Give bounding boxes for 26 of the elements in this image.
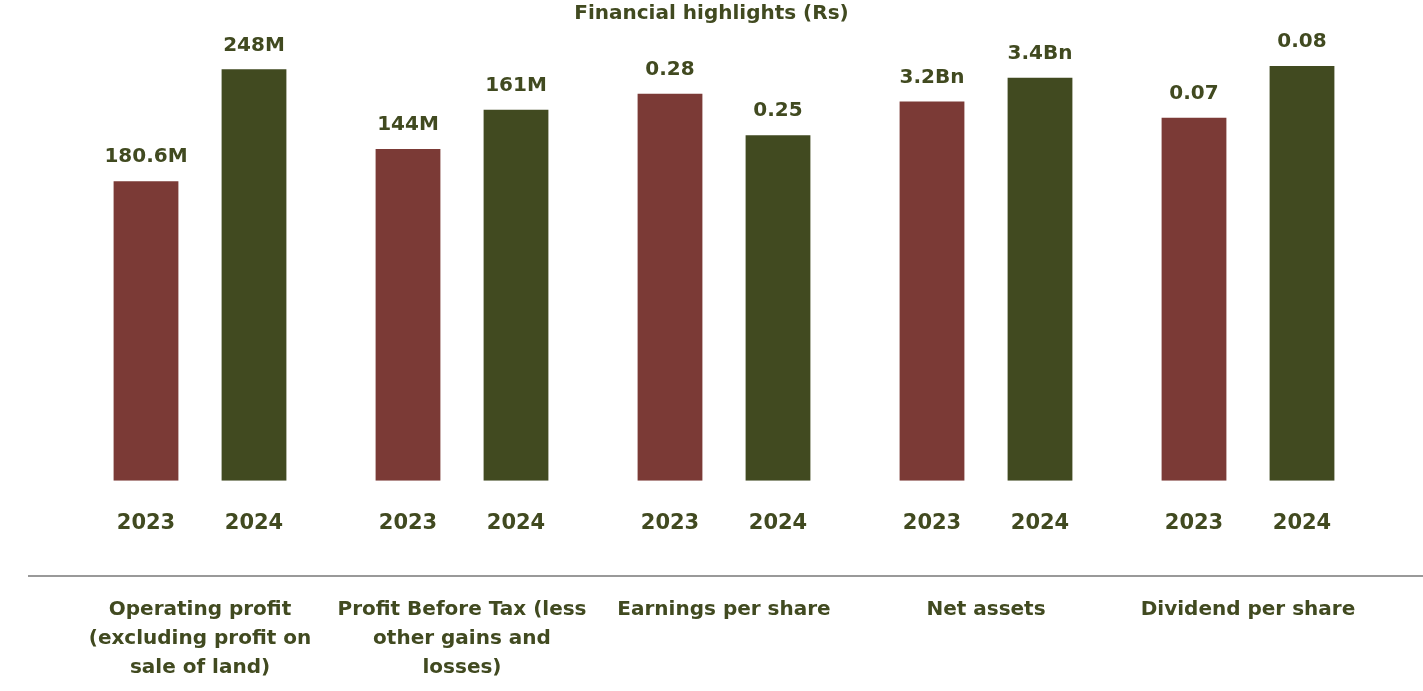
- x-tick-label: 2024: [224, 509, 284, 534]
- data-label: 3.4Bn: [1007, 40, 1073, 65]
- x-axis-title: Profit Before Tax (less other gains and losses): [336, 595, 588, 680]
- x-axis-title: Operating profit (excluding profit on sale of land): [87, 595, 313, 680]
- x-axis-title: Dividend per share: [1139, 595, 1357, 622]
- x-tick-label: 2024: [1010, 509, 1070, 534]
- x-axis-title: Net assets: [925, 595, 1047, 622]
- x-tick-label: 2023: [902, 509, 962, 534]
- text: Financial highlights (Rs): [573, 0, 850, 24]
- x-tick-label: 2023: [378, 509, 438, 534]
- data-label: 161M: [485, 71, 547, 96]
- data-label: 0.28: [645, 55, 695, 80]
- data-label: 0.25: [753, 97, 803, 122]
- x-tick-label: 2023: [640, 509, 700, 534]
- x-axis-title: Earnings per share: [616, 595, 832, 622]
- x-tick-label: 2023: [116, 509, 176, 534]
- data-label: 144M: [377, 111, 439, 136]
- data-label: 0.08: [1277, 28, 1327, 53]
- x-tick-label: 2024: [1272, 509, 1332, 534]
- x-tick-label: 2024: [748, 509, 808, 534]
- x-tick-label: 2023: [1164, 509, 1224, 534]
- data-label: 0.07: [1169, 80, 1219, 105]
- data-label: 248M: [223, 31, 285, 56]
- data-label: 180.6M: [104, 143, 188, 168]
- x-tick-label: 2024: [486, 509, 546, 534]
- data-label: 3.2Bn: [899, 63, 965, 88]
